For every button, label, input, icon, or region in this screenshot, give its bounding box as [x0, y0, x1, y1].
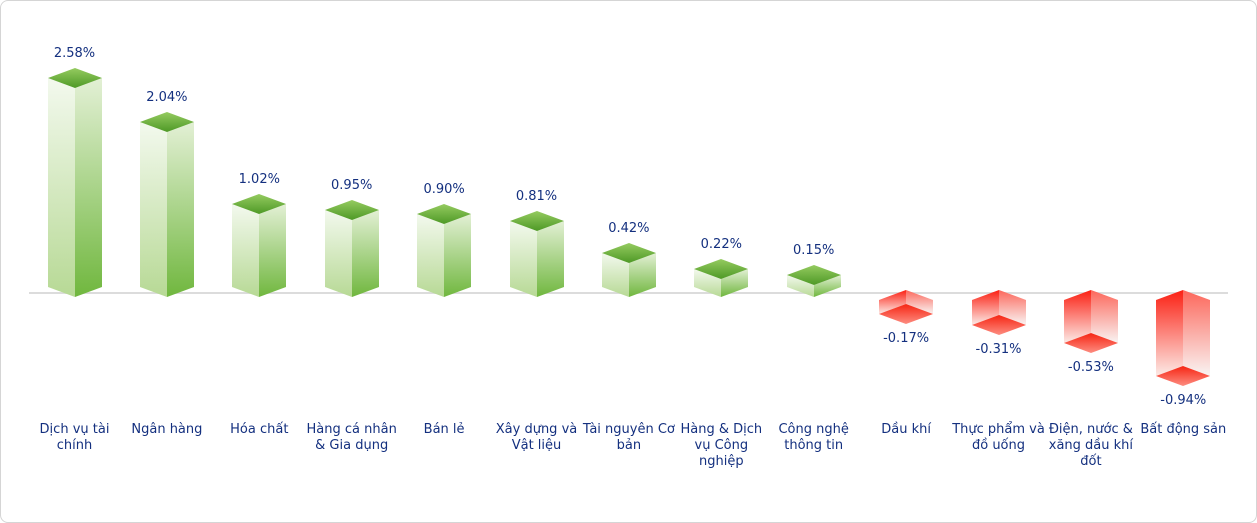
category-label: Điện, nước & xăng dầu khí đốt	[1048, 422, 1134, 469]
category-label: Xây dựng và Vật liệu	[495, 422, 578, 453]
bar-positive-5[interactable]	[509, 211, 564, 297]
category-label: Bất động sản	[1140, 422, 1227, 437]
value-label: 0.95%	[331, 178, 373, 193]
bar-positive-8[interactable]	[786, 265, 841, 297]
bar-positive-2[interactable]	[232, 194, 287, 297]
bar-positive-7[interactable]	[694, 259, 749, 297]
value-label: 2.04%	[146, 90, 188, 105]
bar-negative-12[interactable]	[1156, 290, 1211, 386]
value-label: 1.02%	[238, 172, 280, 187]
bar-positive-6[interactable]	[601, 243, 656, 297]
bar-positive-1[interactable]	[139, 112, 194, 297]
value-label: -0.31%	[975, 342, 1022, 357]
category-label: Thực phẩm và đồ uống	[952, 422, 1045, 453]
category-label: Hóa chất	[230, 422, 289, 437]
value-label: 0.15%	[793, 243, 835, 258]
value-label: 0.90%	[423, 182, 465, 197]
bar-positive-4[interactable]	[417, 204, 472, 297]
bar-negative-10[interactable]	[971, 290, 1026, 335]
category-label: Hàng cá nhân & Gia dụng	[306, 422, 397, 453]
value-label: 0.22%	[700, 237, 742, 252]
bar-negative-9[interactable]	[879, 290, 934, 324]
category-label: Công nghệ thông tin	[778, 422, 849, 453]
bar-positive-0[interactable]	[47, 68, 102, 297]
bar-positive-3[interactable]	[324, 200, 379, 297]
value-label: -0.53%	[1067, 360, 1114, 375]
value-label: 2.58%	[53, 46, 96, 61]
value-label: -0.17%	[883, 331, 930, 346]
category-label: Hàng & Dịch vụ Công nghiệp	[680, 422, 763, 469]
category-label: Ngân hàng	[131, 422, 203, 437]
value-label: 0.42%	[608, 221, 650, 236]
category-label: Bán lẻ	[423, 422, 465, 437]
category-label: Tài nguyên Cơ bản	[582, 422, 675, 453]
value-label: -0.94%	[1160, 393, 1207, 408]
bar-negative-11[interactable]	[1063, 290, 1118, 353]
category-label: Dầu khí	[881, 422, 931, 437]
category-label: Dịch vụ tài chính	[39, 422, 110, 453]
value-label: 0.81%	[515, 189, 558, 204]
